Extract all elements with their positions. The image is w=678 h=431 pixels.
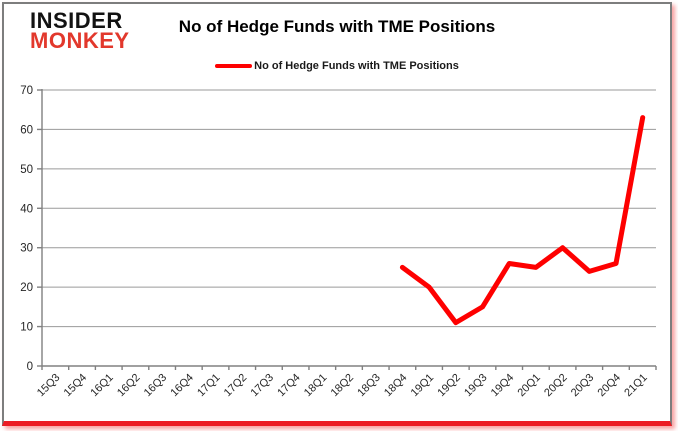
svg-text:15Q4: 15Q4 [62, 372, 90, 400]
chart-title: No of Hedge Funds with TME Positions [178, 17, 496, 36]
legend-line-swatch [215, 63, 253, 69]
svg-text:18Q2: 18Q2 [329, 372, 357, 400]
y-axis-labels: 0 10 20 30 40 50 60 70 [20, 85, 33, 373]
legend-label: No of Hedge Funds with TME Positions [254, 60, 459, 72]
chart-frame: INSIDER MONKEY No of Hedge Funds with TM… [2, 2, 672, 426]
svg-text:18Q1: 18Q1 [302, 372, 330, 400]
logo-line-monkey: MONKEY [30, 28, 130, 54]
svg-text:16Q1: 16Q1 [88, 372, 116, 400]
insider-monkey-logo: INSIDER MONKEY [30, 8, 130, 54]
svg-text:20Q1: 20Q1 [515, 372, 543, 400]
svg-text:17Q4: 17Q4 [275, 372, 303, 400]
svg-text:19Q4: 19Q4 [489, 372, 517, 400]
series-line [399, 115, 646, 326]
svg-text:40: 40 [20, 203, 33, 215]
svg-text:0: 0 [27, 361, 33, 373]
svg-text:20Q2: 20Q2 [542, 372, 570, 400]
svg-text:18Q3: 18Q3 [355, 372, 383, 400]
svg-text:70: 70 [20, 85, 33, 97]
svg-text:50: 50 [20, 164, 33, 176]
svg-text:17Q1: 17Q1 [195, 372, 223, 400]
svg-text:15Q3: 15Q3 [35, 372, 63, 400]
gridlines [42, 89, 656, 328]
svg-text:19Q2: 19Q2 [435, 372, 463, 400]
svg-text:16Q3: 16Q3 [142, 372, 170, 400]
svg-text:20Q4: 20Q4 [596, 372, 624, 400]
x-axis-labels: 15Q3 15Q4 16Q1 16Q2 16Q3 16Q4 17Q1 17Q2 17Q3 17Q4… [35, 372, 650, 400]
axes [37, 89, 657, 370]
svg-text:18Q4: 18Q4 [382, 372, 410, 400]
svg-text:17Q3: 17Q3 [249, 372, 277, 400]
svg-text:20Q3: 20Q3 [569, 372, 597, 400]
svg-text:19Q3: 19Q3 [462, 372, 490, 400]
svg-text:21Q1: 21Q1 [622, 372, 650, 400]
svg-text:17Q2: 17Q2 [222, 372, 250, 400]
svg-text:60: 60 [20, 124, 33, 136]
svg-text:16Q2: 16Q2 [115, 372, 143, 400]
legend: No of Hedge Funds with TME Positions [4, 60, 670, 72]
logo-line-insider: INSIDER [30, 8, 123, 33]
svg-text:10: 10 [20, 322, 33, 334]
svg-text:16Q4: 16Q4 [168, 372, 196, 400]
svg-text:30: 30 [20, 243, 33, 255]
svg-text:19Q1: 19Q1 [409, 372, 437, 400]
svg-text:20: 20 [20, 282, 33, 294]
